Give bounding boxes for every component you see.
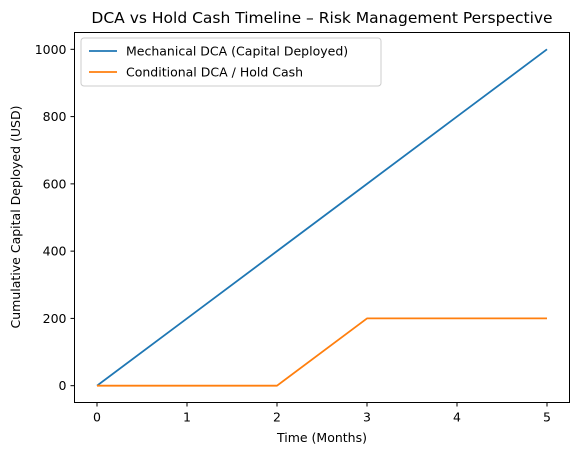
legend-label-mechanical-dca: Mechanical DCA (Capital Deployed) xyxy=(126,44,348,59)
y-tick-label: 600 xyxy=(43,176,67,191)
y-axis-label: Cumulative Capital Deployed (USD) xyxy=(8,106,23,329)
y-tick-label: 1000 xyxy=(35,42,67,57)
x-tick-label: 5 xyxy=(543,410,551,425)
series-line-1 xyxy=(97,317,547,387)
y-tick-label: 200 xyxy=(43,311,67,326)
x-tick-label: 2 xyxy=(273,410,281,425)
legend: Mechanical DCA (Capital Deployed) Condit… xyxy=(80,37,382,87)
y-tick-label: 0 xyxy=(59,378,67,393)
x-tick-label: 0 xyxy=(93,410,101,425)
x-axis-label: Time (Months) xyxy=(276,430,367,445)
y-tick-label: 400 xyxy=(43,244,67,259)
plot-frame xyxy=(74,32,570,403)
x-tick-label: 4 xyxy=(453,410,461,425)
legend-box xyxy=(80,37,382,87)
plot-area xyxy=(96,48,548,387)
x-tick-label: 1 xyxy=(183,410,191,425)
chart-title: DCA vs Hold Cash Timeline – Risk Managem… xyxy=(91,9,552,27)
y-axis-ticks: 0 200 400 600 800 1000 xyxy=(35,42,75,393)
legend-label-conditional-dca: Conditional DCA / Hold Cash xyxy=(126,65,303,80)
x-tick-label: 3 xyxy=(363,410,371,425)
y-tick-label: 800 xyxy=(43,109,67,124)
series-line-0 xyxy=(96,48,548,387)
x-axis-ticks: 0 1 2 3 4 5 xyxy=(93,402,551,425)
